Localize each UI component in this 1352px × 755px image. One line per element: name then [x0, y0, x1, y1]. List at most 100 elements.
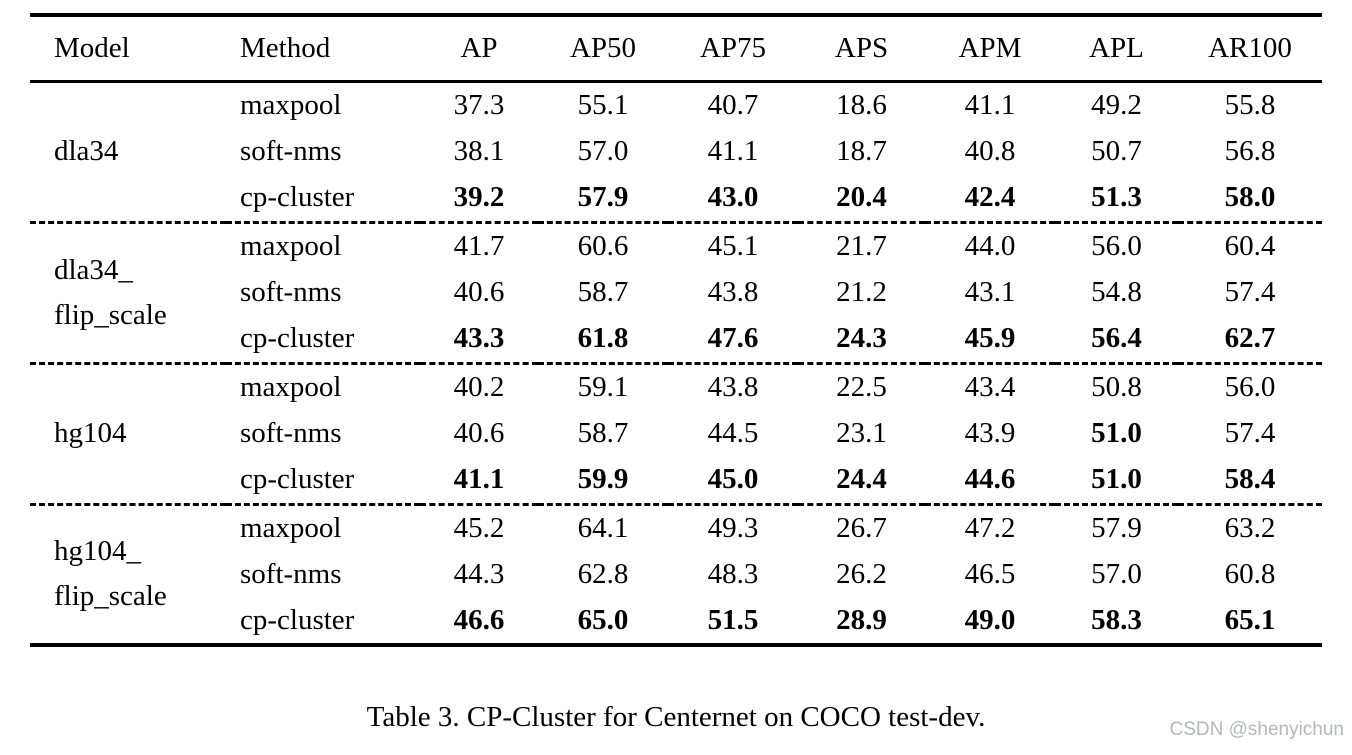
value-cell-ap: 37.3 — [453, 88, 505, 121]
value-cell-ap: 40.6 — [453, 417, 505, 449]
table-caption: Table 3. CP-Cluster for Centernet on COC… — [366, 701, 986, 733]
col-header-ar100: AR100 — [1178, 15, 1322, 83]
table-header: Model Method AP AP50 AP75 APS APM APL AR100 — [30, 15, 1322, 83]
method-cell: maxpool — [240, 88, 342, 121]
model-group-dla34flipscale: dla34_ flip_scale maxpool 41.7 60.6 45.1 21.7 4… — [30, 222, 1322, 363]
value-cell-ap: 40.6 — [453, 276, 505, 308]
value-cell-ap50: 59.1 — [577, 370, 629, 403]
value-cell-ap50: 57.0 — [577, 135, 629, 167]
value-cell-apl: 50.7 — [1091, 135, 1142, 167]
table-row: soft-nms 40.6 58.7 43.8 21.2 43.1 54.8 57.4 — [30, 269, 1322, 316]
value-cell-apl: 57.0 — [1091, 558, 1142, 590]
value-cell-ap: 44.3 — [453, 558, 505, 590]
value-cell-apl: 50.8 — [1091, 370, 1142, 403]
value-cell-apl: 51.3 — [1091, 181, 1142, 214]
value-cell-ap50: 58.7 — [577, 276, 629, 308]
value-cell-ar100: 55.8 — [1224, 88, 1276, 121]
value-cell-aps: 22.5 — [836, 370, 887, 403]
value-cell-aps: 21.2 — [836, 276, 887, 308]
value-cell-ar100: 58.4 — [1224, 463, 1276, 496]
value-cell-ar100: 60.4 — [1224, 229, 1276, 262]
method-cell: cp-cluster — [240, 463, 355, 496]
table-row: cp-cluster 39.2 57.9 43.0 20.4 42.4 51.3 58.0 — [30, 175, 1322, 222]
value-cell-ar100: 56.0 — [1224, 370, 1276, 403]
watermark-text: CSDN @shenyichun — [1169, 719, 1344, 740]
value-cell-apm: 43.1 — [964, 276, 1016, 308]
method-cell: soft-nms — [240, 558, 342, 590]
value-cell-ap: 46.6 — [453, 604, 505, 636]
value-cell-apl: 57.9 — [1091, 511, 1142, 544]
value-cell-apl: 51.0 — [1091, 417, 1142, 449]
value-cell-ar100: 60.8 — [1224, 558, 1276, 590]
table-row: dla34 maxpool 37.3 55.1 40.7 18.6 41.1 49.2 55.8 — [30, 81, 1322, 167]
value-cell-apm: 46.5 — [964, 558, 1016, 590]
value-cell-ap: 38.1 — [453, 135, 505, 167]
value-cell-ap50: 62.8 — [577, 558, 629, 590]
value-cell-aps: 28.9 — [836, 604, 887, 636]
value-cell-apm: 43.4 — [964, 370, 1016, 403]
col-header-ap: AP — [420, 15, 538, 83]
value-cell-ap50: 60.6 — [577, 229, 629, 262]
col-header-method: Method — [226, 15, 420, 83]
value-cell-ap50: 59.9 — [577, 463, 629, 496]
value-cell-ap: 39.2 — [453, 181, 505, 214]
table-row: dla34_ flip_scale maxpool 41.7 60.6 45.1 21.7 4… — [30, 222, 1322, 330]
model-cell: hg104_ flip_scale — [54, 535, 167, 613]
model-cell: dla34_ flip_scale — [54, 253, 167, 331]
value-cell-apl: 56.0 — [1091, 229, 1142, 262]
value-cell-ap75: 48.3 — [707, 558, 759, 590]
value-cell-ap50: 57.9 — [577, 181, 629, 214]
method-cell: cp-cluster — [240, 181, 355, 214]
value-cell-ap75: 49.3 — [707, 511, 759, 544]
value-cell-apl: 56.4 — [1091, 322, 1142, 355]
value-cell-ar100: 65.1 — [1224, 604, 1276, 636]
value-cell-ap50: 55.1 — [577, 88, 629, 121]
model-group-dla34: dla34 maxpool 37.3 55.1 40.7 18.6 41.1 49.2 55.8… — [30, 81, 1322, 222]
value-cell-ap50: 64.1 — [577, 511, 629, 544]
col-header-apm: APM — [925, 15, 1055, 83]
col-header-ap75: AP75 — [668, 15, 798, 83]
model-group-hg104flipscale: hg104_ flip_scale maxpool 45.2 64.1 49.3 26.7 4… — [30, 504, 1322, 645]
method-cell: maxpool — [240, 229, 342, 262]
value-cell-ap75: 40.7 — [707, 88, 759, 121]
model-group-hg104: hg104 maxpool 40.2 59.1 43.8 22.5 43.4 50.8 56.0… — [30, 363, 1322, 504]
value-cell-ap75: 51.5 — [707, 604, 759, 636]
value-cell-ap50: 58.7 — [577, 417, 629, 449]
method-cell: cp-cluster — [240, 322, 355, 355]
value-cell-ap75: 47.6 — [707, 322, 759, 355]
value-cell-ar100: 58.0 — [1224, 181, 1276, 214]
table-row: cp-cluster 41.1 59.9 45.0 24.4 44.6 51.0 58.4 — [30, 457, 1322, 504]
value-cell-ap75: 45.1 — [707, 229, 759, 262]
value-cell-aps: 18.6 — [836, 88, 887, 121]
results-table: Model Method AP AP50 AP75 APS APM APL AR100 dla3… — [30, 13, 1322, 647]
table-row: soft-nms 38.1 57.0 41.1 18.7 40.8 50.7 56.8 — [30, 128, 1322, 175]
value-cell-ap75: 43.8 — [707, 276, 759, 308]
value-cell-ap75: 43.0 — [707, 181, 759, 214]
table-row: hg104_ flip_scale maxpool 45.2 64.1 49.3 26.7 4… — [30, 504, 1322, 612]
value-cell-aps: 21.7 — [836, 229, 887, 262]
value-cell-apm: 43.9 — [964, 417, 1016, 449]
value-cell-ap50: 65.0 — [577, 604, 629, 636]
value-cell-ar100: 56.8 — [1224, 135, 1276, 167]
value-cell-aps: 18.7 — [836, 135, 887, 167]
value-cell-apm: 45.9 — [964, 322, 1016, 355]
value-cell-ap: 41.1 — [453, 463, 505, 496]
value-cell-apm: 41.1 — [964, 88, 1016, 121]
value-cell-ap75: 45.0 — [707, 463, 759, 496]
value-cell-ap50: 61.8 — [577, 322, 629, 355]
value-cell-aps: 23.1 — [836, 417, 887, 449]
value-cell-aps: 26.2 — [836, 558, 887, 590]
value-cell-ap: 40.2 — [453, 370, 505, 403]
value-cell-ar100: 57.4 — [1224, 417, 1276, 449]
table-row: hg104 maxpool 40.2 59.1 43.8 22.5 43.4 50.8 56.0 — [30, 363, 1322, 449]
value-cell-ar100: 62.7 — [1224, 322, 1276, 355]
value-cell-apm: 44.6 — [964, 463, 1016, 496]
value-cell-ap75: 43.8 — [707, 370, 759, 403]
value-cell-apm: 40.8 — [964, 135, 1016, 167]
value-cell-ap: 41.7 — [453, 229, 505, 262]
col-header-aps: APS — [798, 15, 925, 83]
table-row: cp-cluster 46.6 65.0 51.5 28.9 49.0 58.3 65.1 — [30, 598, 1322, 645]
method-cell: soft-nms — [240, 417, 342, 449]
value-cell-apm: 47.2 — [964, 511, 1016, 544]
value-cell-ap: 43.3 — [453, 322, 505, 355]
